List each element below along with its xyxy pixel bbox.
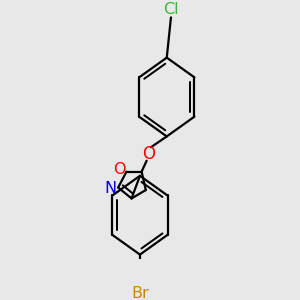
Text: O: O <box>113 162 125 177</box>
Text: N: N <box>104 181 117 196</box>
Text: Br: Br <box>131 286 149 300</box>
Text: O: O <box>142 145 155 163</box>
Text: Cl: Cl <box>163 2 179 16</box>
